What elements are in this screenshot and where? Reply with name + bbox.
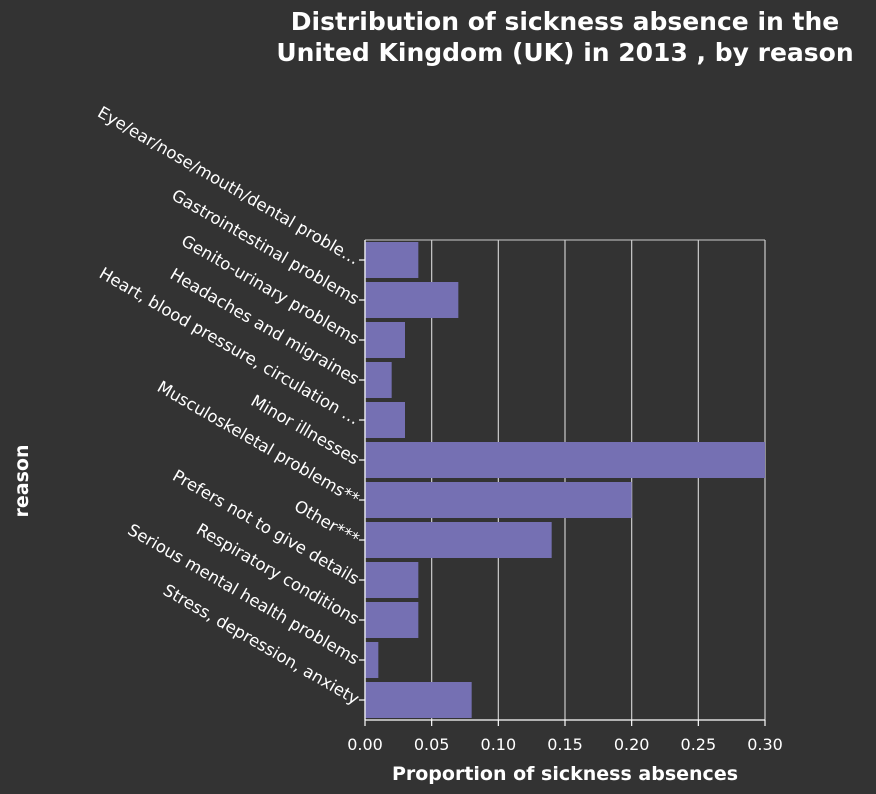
category-labels: Eye/ear/nose/mouth/dental proble…Gastroi… (94, 103, 362, 709)
bar-6 (365, 482, 632, 518)
x-axis-label: Proportion of sickness absences (392, 763, 738, 785)
bar-11 (365, 682, 472, 718)
bar-3 (365, 362, 392, 398)
bar-2 (365, 322, 405, 358)
x-tick-label-3: 0.15 (547, 735, 583, 754)
x-tick-label-4: 0.20 (614, 735, 650, 754)
x-tick-label-1: 0.05 (414, 735, 450, 754)
axes: 0.00 0.05 0.10 0.15 0.20 0.25 0.30 (347, 240, 783, 754)
bar-10 (365, 642, 379, 678)
category-label-0: Eye/ear/nose/mouth/dental proble… (94, 103, 362, 269)
x-tick-label-5: 0.25 (681, 735, 717, 754)
bar-1 (365, 282, 459, 318)
grid-lines (364, 239, 766, 720)
bar-5 (365, 442, 765, 478)
bar-0 (365, 242, 419, 278)
bar-8 (365, 562, 419, 598)
y-axis-label: reason (11, 445, 33, 518)
bars (365, 242, 765, 718)
x-tick-label-0: 0.00 (347, 735, 383, 754)
chart-title-line-1: Distribution of sickness absence in the (291, 7, 839, 36)
bar-7 (365, 522, 552, 558)
chart-title-line-2: United Kingdom (UK) in 2013 , by reason (276, 38, 853, 67)
bar-4 (365, 402, 405, 438)
x-tick-label-2: 0.10 (481, 735, 517, 754)
x-tick-label-6: 0.30 (747, 735, 783, 754)
bar-9 (365, 602, 419, 638)
